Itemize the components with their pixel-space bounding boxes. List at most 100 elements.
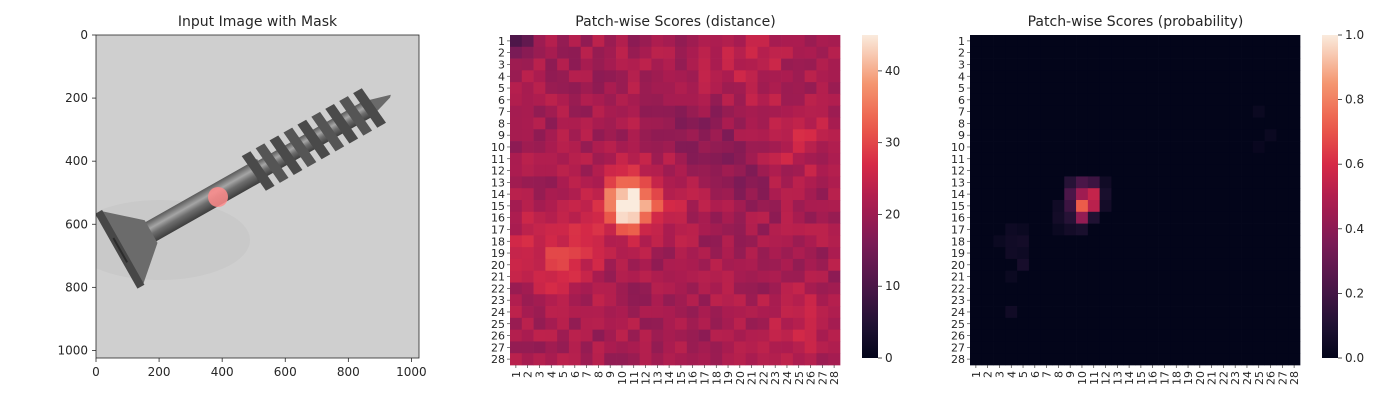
heatmap-cell (828, 46, 841, 59)
heatmap-cell (745, 46, 758, 59)
heatmap-cell (804, 317, 817, 330)
heatmap-cell (792, 258, 805, 272)
photo-frame (95, 34, 420, 359)
heatmap-cell (1017, 58, 1030, 71)
heatmap-cell (675, 188, 688, 201)
heatmap-cell (675, 258, 688, 272)
heatmap-cell (1252, 176, 1265, 189)
heatmap-cell (828, 211, 841, 224)
heatmap-cell (698, 329, 711, 342)
photo-background (96, 35, 419, 358)
xtick-label: 1 (510, 371, 523, 378)
heatmap-cell (769, 35, 782, 48)
heatmap-cell (733, 211, 747, 224)
heatmap-cell (545, 211, 558, 224)
heatmap-cell (733, 294, 747, 307)
heatmap-cell (557, 270, 570, 283)
heatmap-cell (710, 82, 723, 95)
heatmap-cell (1111, 235, 1124, 248)
heatmap-cell (1099, 317, 1112, 330)
heatmap-cell (1111, 270, 1124, 283)
heatmap-cell (1217, 200, 1230, 213)
heatmap-cell (639, 211, 652, 224)
heatmap-cell (828, 82, 841, 95)
heatmap-cell (816, 329, 829, 342)
heatmap-cell (1111, 152, 1124, 165)
heatmap-cell (745, 341, 758, 354)
heatmap-cell (1229, 200, 1242, 213)
heatmap-cell (710, 306, 723, 319)
heatmap-cell (1005, 282, 1018, 295)
heatmap-cell (804, 129, 817, 142)
heatmap-cell (1241, 46, 1254, 59)
heatmap-cell (1217, 141, 1230, 154)
heatmap-cell (663, 329, 676, 342)
ytick-label: 23 (951, 294, 965, 307)
heatmap-cell (1087, 46, 1100, 59)
heatmap-cell (1040, 282, 1053, 295)
heatmap-cell (970, 129, 983, 142)
heatmap-cell (757, 46, 770, 59)
heatmap-cell (1123, 105, 1136, 118)
heatmap-cell (686, 164, 699, 177)
heatmap-cell (1135, 317, 1148, 330)
heatmap-cell (533, 188, 546, 201)
heatmap-cell (1040, 247, 1053, 260)
xtick-label: 7 (581, 371, 594, 378)
heatmap-cell (1288, 270, 1301, 283)
ytick-label: 4 (958, 70, 965, 83)
heatmap-cell (510, 176, 523, 189)
heatmap-cell (1205, 270, 1218, 283)
xtick-label: 8 (592, 371, 605, 378)
heatmap-cell (510, 200, 523, 213)
heatmap-cell (970, 152, 983, 165)
ytick-label: 7 (958, 106, 965, 119)
heatmap-cell (1040, 164, 1053, 177)
heatmap-cell (1217, 317, 1230, 330)
heatmap-cell (1264, 129, 1277, 142)
heatmap-cell (627, 223, 640, 236)
heatmap-cell (1288, 46, 1301, 59)
ytick-label: 16 (951, 212, 965, 225)
heatmap-cell (745, 141, 758, 154)
heatmap-cell (1040, 294, 1053, 307)
heatmap-cell (1252, 282, 1265, 295)
heatmap-cell (1099, 211, 1112, 224)
heatmap-cell (1288, 223, 1301, 236)
heatmap-cell (616, 258, 629, 272)
heatmap-cell (510, 70, 523, 83)
heatmap-cell (1040, 317, 1053, 330)
heatmap-cell (1064, 294, 1077, 307)
heatmap-cell (1252, 270, 1265, 283)
heatmap-cell (1205, 247, 1218, 260)
heatmap-cell (616, 270, 629, 283)
heatmap-cell (804, 247, 817, 260)
heatmap-cell (604, 258, 617, 272)
heatmap-cell (745, 329, 758, 342)
heatmap-cell (557, 341, 570, 354)
heatmap-cell (1087, 70, 1100, 83)
heatmap-cell (745, 70, 758, 83)
heatmap-cell (651, 317, 664, 330)
heatmap-cell (1135, 270, 1148, 283)
heatmap-cell (1040, 152, 1053, 165)
heatmap-cell (1017, 117, 1030, 130)
heatmap-cell (675, 317, 688, 330)
heatmap-cell (722, 82, 735, 95)
heatmap-cell (651, 35, 664, 48)
heatmap-cell (545, 200, 558, 213)
heatmap-cell (1123, 235, 1136, 248)
heatmap-cell (1087, 58, 1100, 71)
heatmap-cell (675, 200, 688, 213)
heatmap-cell (1099, 353, 1112, 366)
ytick-label: 27 (491, 341, 505, 354)
heatmap-cell (970, 176, 983, 189)
heatmap-cell (1040, 82, 1053, 95)
heatmap-cell (792, 46, 805, 59)
heatmap-cell (1193, 35, 1207, 48)
heatmap-cell (1193, 188, 1207, 201)
heatmap-cell (592, 176, 605, 189)
heatmap-cell (1123, 58, 1136, 71)
heatmap-cell (828, 141, 841, 154)
heatmap-cell (1135, 176, 1148, 189)
